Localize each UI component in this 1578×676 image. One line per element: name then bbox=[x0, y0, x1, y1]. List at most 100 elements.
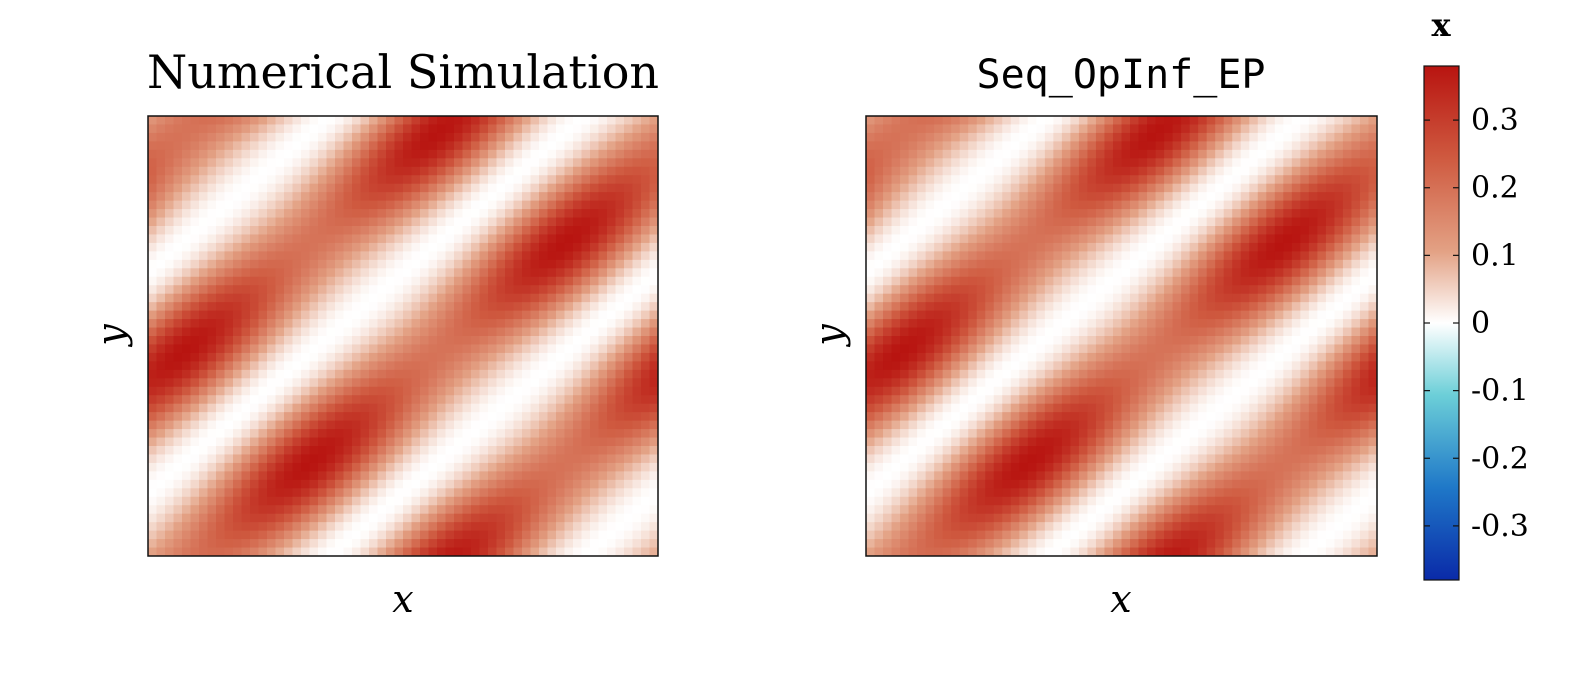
heatmap-cell bbox=[1325, 319, 1336, 329]
heatmap-cell bbox=[1283, 327, 1293, 337]
heatmap-cell bbox=[1053, 132, 1063, 142]
heatmap-cell bbox=[649, 522, 658, 532]
heatmap-cell bbox=[513, 386, 523, 396]
heatmap-cell bbox=[216, 479, 226, 489]
heatmap-cell bbox=[547, 412, 557, 422]
heatmap-cell bbox=[1164, 344, 1174, 354]
heatmap-cell bbox=[1291, 217, 1301, 227]
heatmap-cell bbox=[607, 226, 617, 236]
heatmap-cell bbox=[471, 302, 481, 312]
heatmap-cell bbox=[1010, 132, 1020, 142]
heatmap-cell bbox=[1061, 242, 1071, 252]
heatmap-cell bbox=[1240, 158, 1250, 168]
heatmap-cell bbox=[343, 378, 353, 388]
heatmap-cell bbox=[437, 437, 447, 447]
heatmap-cell bbox=[1181, 285, 1191, 295]
heatmap-cell bbox=[1189, 268, 1199, 278]
heatmap-cell bbox=[1249, 124, 1259, 134]
heatmap-cell bbox=[985, 369, 995, 379]
axes-frame bbox=[147, 115, 659, 557]
heatmap-cell bbox=[968, 302, 978, 312]
heatmap-cell bbox=[959, 336, 969, 346]
heatmap-cell bbox=[505, 116, 515, 126]
heatmap-cell bbox=[942, 369, 952, 379]
heatmap-cell bbox=[207, 132, 217, 142]
heatmap-cell bbox=[917, 124, 927, 134]
heatmap-cell bbox=[1164, 217, 1174, 227]
heatmap-cell bbox=[1070, 149, 1080, 159]
heatmap-cell bbox=[233, 539, 243, 549]
heatmap-cell bbox=[1104, 124, 1114, 134]
heatmap-cell bbox=[190, 175, 200, 185]
heatmap-cell bbox=[386, 124, 396, 134]
heatmap-cell bbox=[649, 395, 658, 405]
heatmap-cell bbox=[190, 166, 200, 176]
heatmap-cell bbox=[437, 352, 447, 362]
heatmap-cell bbox=[1215, 344, 1225, 354]
heatmap-cell bbox=[1266, 369, 1276, 379]
heatmap-cell bbox=[445, 479, 455, 489]
heatmap-cell bbox=[1061, 226, 1071, 236]
heatmap-cell bbox=[360, 462, 370, 472]
heatmap-cell bbox=[216, 437, 226, 447]
heatmap-cell bbox=[641, 412, 651, 422]
heatmap-cell bbox=[1172, 116, 1182, 126]
heatmap-cell bbox=[428, 437, 438, 447]
heatmap-cell bbox=[148, 369, 158, 379]
heatmap-cell bbox=[1061, 285, 1071, 295]
heatmap-cell bbox=[1155, 124, 1165, 134]
heatmap-cell bbox=[1215, 319, 1225, 329]
heatmap-cell bbox=[564, 327, 574, 337]
heatmap-cell bbox=[1061, 124, 1071, 134]
heatmap-cell bbox=[454, 259, 464, 269]
heatmap-cell bbox=[1070, 352, 1080, 362]
heatmap-cell bbox=[1147, 141, 1157, 151]
heatmap-cell bbox=[522, 192, 532, 202]
heatmap-cell bbox=[488, 513, 498, 523]
heatmap-cell bbox=[1266, 166, 1276, 176]
heatmap-cell bbox=[632, 496, 642, 506]
heatmap-cell bbox=[573, 285, 583, 295]
heatmap-cell bbox=[649, 539, 658, 549]
heatmap-cell bbox=[377, 226, 387, 236]
heatmap-cell bbox=[156, 259, 166, 269]
heatmap-cell bbox=[1121, 175, 1131, 185]
heatmap-cell bbox=[165, 293, 175, 303]
heatmap-cell bbox=[454, 454, 464, 464]
heatmap-cell bbox=[182, 285, 192, 295]
heatmap-cell bbox=[641, 217, 651, 227]
heatmap-cell bbox=[607, 420, 617, 430]
heatmap-cell bbox=[411, 268, 421, 278]
heatmap-cell bbox=[1274, 226, 1284, 236]
heatmap-cell bbox=[428, 344, 438, 354]
heatmap-cell bbox=[462, 226, 472, 236]
heatmap-cell bbox=[1130, 200, 1140, 210]
heatmap-cell bbox=[1087, 336, 1097, 346]
heatmap-cell bbox=[148, 522, 158, 532]
heatmap-cell bbox=[411, 158, 421, 168]
heatmap-cell bbox=[1189, 285, 1199, 295]
heatmap-cell bbox=[556, 344, 566, 354]
heatmap-cell bbox=[649, 505, 658, 515]
heatmap-cell bbox=[1027, 369, 1037, 379]
heatmap-cell bbox=[556, 496, 566, 506]
heatmap-cell bbox=[624, 192, 634, 202]
heatmap-cell bbox=[1130, 141, 1140, 151]
heatmap-cell bbox=[900, 310, 910, 320]
heatmap-cell bbox=[1138, 352, 1148, 362]
heatmap-cell bbox=[505, 344, 515, 354]
heatmap-cell bbox=[1351, 361, 1361, 371]
heatmap-cell bbox=[1181, 209, 1191, 219]
heatmap-cell bbox=[352, 276, 362, 286]
heatmap-cell bbox=[165, 530, 175, 540]
heatmap-cell bbox=[1002, 158, 1012, 168]
heatmap-cell bbox=[1240, 319, 1250, 329]
heatmap-cell bbox=[292, 302, 302, 312]
heatmap-cell bbox=[985, 259, 995, 269]
heatmap-cell bbox=[1368, 116, 1377, 126]
heatmap-cell bbox=[241, 293, 251, 303]
heatmap-cell bbox=[615, 183, 625, 193]
x-axis-label: x bbox=[392, 577, 413, 621]
heatmap-cell bbox=[1368, 285, 1377, 295]
heatmap-cell bbox=[1257, 327, 1267, 337]
